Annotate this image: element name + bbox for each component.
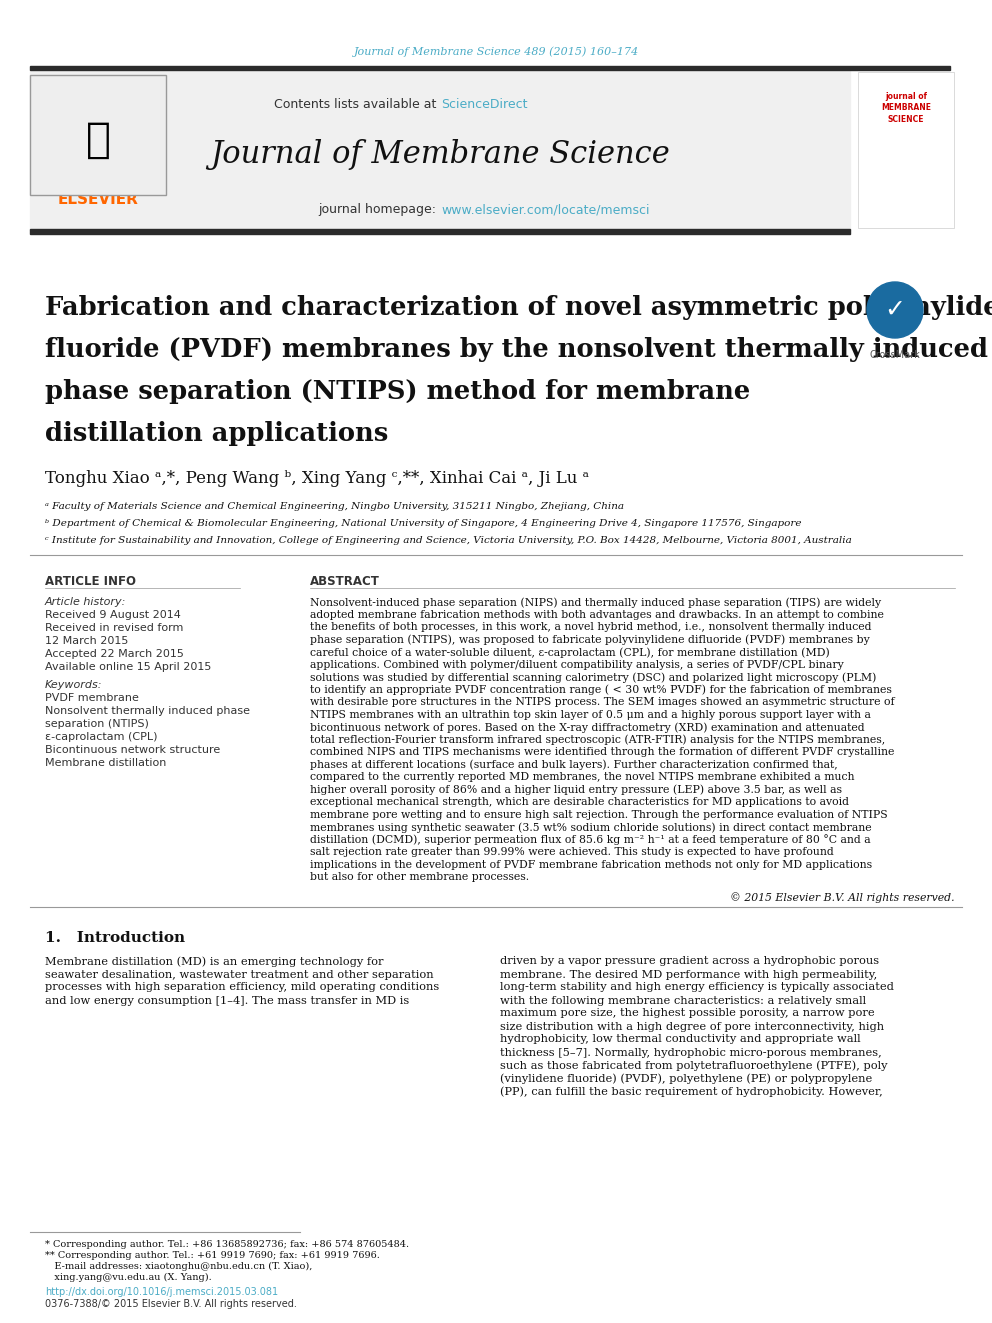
Circle shape <box>867 282 923 337</box>
Text: careful choice of a water-soluble diluent, ε-caprolactam (CPL), for membrane dis: careful choice of a water-soluble diluen… <box>310 647 829 658</box>
Text: www.elsevier.com/locate/memsci: www.elsevier.com/locate/memsci <box>441 204 650 217</box>
Text: compared to the currently reported MD membranes, the novel NTIPS membrane exhibi: compared to the currently reported MD me… <box>310 773 854 782</box>
Text: ✓: ✓ <box>885 298 906 321</box>
Text: solutions was studied by differential scanning calorimetry (DSC) and polarized l: solutions was studied by differential sc… <box>310 672 876 683</box>
Text: with desirable pore structures in the NTIPS process. The SEM images showed an as: with desirable pore structures in the NT… <box>310 697 895 706</box>
Text: higher overall porosity of 86% and a higher liquid entry pressure (LEP) above 3.: higher overall porosity of 86% and a hig… <box>310 785 842 795</box>
Text: bicontinuous network of pores. Based on the X-ray diffractometry (XRD) examinati: bicontinuous network of pores. Based on … <box>310 722 865 733</box>
Text: such as those fabricated from polytetrafluoroethylene (PTFE), poly: such as those fabricated from polytetraf… <box>500 1061 888 1072</box>
Text: with the following membrane characteristics: a relatively small: with the following membrane characterist… <box>500 995 866 1005</box>
Text: phases at different locations (surface and bulk layers). Further characterizatio: phases at different locations (surface a… <box>310 759 838 770</box>
Text: NTIPS membranes with an ultrathin top skin layer of 0.5 μm and a highly porous s: NTIPS membranes with an ultrathin top sk… <box>310 709 871 720</box>
Text: combined NIPS and TIPS mechanisms were identified through the formation of diffe: combined NIPS and TIPS mechanisms were i… <box>310 747 895 757</box>
Text: distillation (DCMD), superior permeation flux of 85.6 kg m⁻² h⁻¹ at a feed tempe: distillation (DCMD), superior permeation… <box>310 835 871 845</box>
Text: exceptional mechanical strength, which are desirable characteristics for MD appl: exceptional mechanical strength, which a… <box>310 796 849 807</box>
Text: Tonghu Xiao ᵃ,*, Peng Wang ᵇ, Xing Yang ᶜ,**, Xinhai Cai ᵃ, Ji Lu ᵃ: Tonghu Xiao ᵃ,*, Peng Wang ᵇ, Xing Yang … <box>45 470 589 487</box>
Text: Nonsolvent-induced phase separation (NIPS) and thermally induced phase separatio: Nonsolvent-induced phase separation (NIP… <box>310 597 881 607</box>
Text: driven by a vapor pressure gradient across a hydrophobic porous: driven by a vapor pressure gradient acro… <box>500 957 879 967</box>
Text: maximum pore size, the highest possible porosity, a narrow pore: maximum pore size, the highest possible … <box>500 1008 875 1019</box>
Text: Contents lists available at: Contents lists available at <box>274 98 440 111</box>
Text: 🌳: 🌳 <box>85 119 110 161</box>
Bar <box>30 229 850 234</box>
Text: membrane pore wetting and to ensure high salt rejection. Through the performance: membrane pore wetting and to ensure high… <box>310 810 888 819</box>
Text: Received in revised form: Received in revised form <box>45 623 184 632</box>
Text: xing.yang@vu.edu.au (X. Yang).: xing.yang@vu.edu.au (X. Yang). <box>45 1273 211 1282</box>
Text: Journal of Membrane Science 489 (2015) 160–174: Journal of Membrane Science 489 (2015) 1… <box>353 46 639 57</box>
Text: phase separation (NTIPS) method for membrane: phase separation (NTIPS) method for memb… <box>45 378 750 404</box>
Text: ARTICLE INFO: ARTICLE INFO <box>45 576 136 587</box>
Text: Article history:: Article history: <box>45 597 126 607</box>
Text: CrossMark: CrossMark <box>870 351 921 360</box>
Text: implications in the development of PVDF membrane fabrication methods not only fo: implications in the development of PVDF … <box>310 860 872 869</box>
Text: Journal of Membrane Science: Journal of Membrane Science <box>210 139 670 171</box>
Text: ε-caprolactam (CPL): ε-caprolactam (CPL) <box>45 732 158 742</box>
Text: Bicontinuous network structure: Bicontinuous network structure <box>45 745 220 755</box>
Text: total reflection-Fourier transform infrared spectroscopic (ATR-FTIR) analysis fo: total reflection-Fourier transform infra… <box>310 734 885 745</box>
Text: salt rejection rate greater than 99.99% were achieved. This study is expected to: salt rejection rate greater than 99.99% … <box>310 847 833 857</box>
Text: PVDF membrane: PVDF membrane <box>45 693 139 703</box>
Text: ᵃ Faculty of Materials Science and Chemical Engineering, Ningbo University, 3152: ᵃ Faculty of Materials Science and Chemi… <box>45 501 624 511</box>
Text: adopted membrane fabrication methods with both advantages and drawbacks. In an a: adopted membrane fabrication methods wit… <box>310 610 884 619</box>
Text: membrane. The desired MD performance with high permeability,: membrane. The desired MD performance wit… <box>500 970 877 979</box>
Text: phase separation (NTIPS), was proposed to fabricate polyvinylidene difluoride (P: phase separation (NTIPS), was proposed t… <box>310 635 870 646</box>
Text: thickness [5–7]. Normally, hydrophobic micro-porous membranes,: thickness [5–7]. Normally, hydrophobic m… <box>500 1048 882 1057</box>
Text: ScienceDirect: ScienceDirect <box>441 98 528 111</box>
Text: ᶜ Institute for Sustainability and Innovation, College of Engineering and Scienc: ᶜ Institute for Sustainability and Innov… <box>45 536 852 545</box>
Bar <box>30 75 166 194</box>
Text: E-mail addresses: xiaotonghu@nbu.edu.cn (T. Xiao),: E-mail addresses: xiaotonghu@nbu.edu.cn … <box>45 1262 312 1271</box>
Text: Fabrication and characterization of novel asymmetric polyvinylidene: Fabrication and characterization of nove… <box>45 295 992 320</box>
Text: separation (NTIPS): separation (NTIPS) <box>45 718 149 729</box>
Text: (PP), can fulfill the basic requirement of hydrophobicity. However,: (PP), can fulfill the basic requirement … <box>500 1086 883 1097</box>
Text: http://dx.doi.org/10.1016/j.memsci.2015.03.081: http://dx.doi.org/10.1016/j.memsci.2015.… <box>45 1287 278 1297</box>
Text: Available online 15 April 2015: Available online 15 April 2015 <box>45 662 211 672</box>
Text: Nonsolvent thermally induced phase: Nonsolvent thermally induced phase <box>45 706 250 716</box>
Text: but also for other membrane processes.: but also for other membrane processes. <box>310 872 529 882</box>
Text: Received 9 August 2014: Received 9 August 2014 <box>45 610 181 620</box>
Text: distillation applications: distillation applications <box>45 421 388 446</box>
Text: ABSTRACT: ABSTRACT <box>310 576 380 587</box>
Text: ᵇ Department of Chemical & Biomolecular Engineering, National University of Sing: ᵇ Department of Chemical & Biomolecular … <box>45 519 802 528</box>
Text: 1.   Introduction: 1. Introduction <box>45 931 186 946</box>
Text: 0376-7388/© 2015 Elsevier B.V. All rights reserved.: 0376-7388/© 2015 Elsevier B.V. All right… <box>45 1299 297 1308</box>
Bar <box>858 71 954 228</box>
Text: and low energy consumption [1–4]. The mass transfer in MD is: and low energy consumption [1–4]. The ma… <box>45 995 410 1005</box>
Text: size distribution with a high degree of pore interconnectivity, high: size distribution with a high degree of … <box>500 1021 884 1032</box>
Text: processes with high separation efficiency, mild operating conditions: processes with high separation efficienc… <box>45 983 439 992</box>
Text: fluoride (PVDF) membranes by the nonsolvent thermally induced: fluoride (PVDF) membranes by the nonsolv… <box>45 337 988 363</box>
Text: Membrane distillation (MD) is an emerging technology for: Membrane distillation (MD) is an emergin… <box>45 957 384 967</box>
Text: membranes using synthetic seawater (3.5 wt% sodium chloride solutions) in direct: membranes using synthetic seawater (3.5 … <box>310 822 872 832</box>
Text: to identify an appropriate PVDF concentration range ( < 30 wt% PVDF) for the fab: to identify an appropriate PVDF concentr… <box>310 684 892 695</box>
Text: Keywords:: Keywords: <box>45 680 102 691</box>
Text: Membrane distillation: Membrane distillation <box>45 758 167 767</box>
Text: Accepted 22 March 2015: Accepted 22 March 2015 <box>45 650 184 659</box>
Text: applications. Combined with polymer/diluent compatibility analysis, a series of : applications. Combined with polymer/dilu… <box>310 659 844 669</box>
Text: journal of
MEMBRANE
SCIENCE: journal of MEMBRANE SCIENCE <box>881 91 931 124</box>
Bar <box>30 66 950 70</box>
Text: the benefits of both processes, in this work, a novel hybrid method, i.e., nonso: the benefits of both processes, in this … <box>310 622 872 632</box>
Text: ELSEVIER: ELSEVIER <box>58 193 139 208</box>
Text: © 2015 Elsevier B.V. All rights reserved.: © 2015 Elsevier B.V. All rights reserved… <box>730 893 955 904</box>
Bar <box>30 70 850 230</box>
Text: (vinylidene fluoride) (PVDF), polyethylene (PE) or polypropylene: (vinylidene fluoride) (PVDF), polyethyle… <box>500 1073 872 1084</box>
Text: * Corresponding author. Tel.: +86 13685892736; fax: +86 574 87605484.: * Corresponding author. Tel.: +86 136858… <box>45 1240 409 1249</box>
Text: hydrophobicity, low thermal conductivity and appropriate wall: hydrophobicity, low thermal conductivity… <box>500 1035 861 1044</box>
Text: long-term stability and high energy efficiency is typically associated: long-term stability and high energy effi… <box>500 983 894 992</box>
Text: journal homepage:: journal homepage: <box>318 204 440 217</box>
Text: ** Corresponding author. Tel.: +61 9919 7690; fax: +61 9919 7696.: ** Corresponding author. Tel.: +61 9919 … <box>45 1252 380 1259</box>
Text: 12 March 2015: 12 March 2015 <box>45 636 128 646</box>
Text: seawater desalination, wastewater treatment and other separation: seawater desalination, wastewater treatm… <box>45 970 434 979</box>
